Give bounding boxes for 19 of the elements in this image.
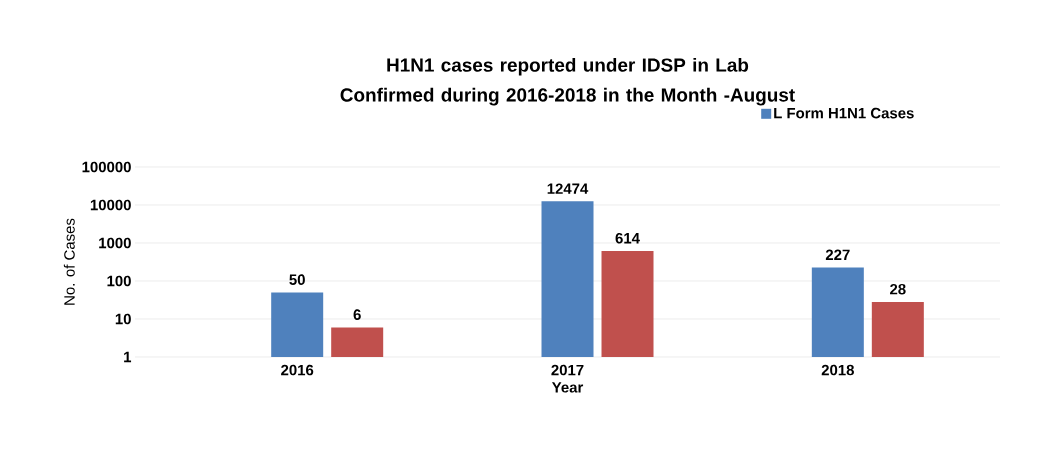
data-label: 6 bbox=[353, 309, 361, 320]
x-tick-label: 2018 bbox=[821, 364, 854, 376]
y-tick-label: 100000 bbox=[82, 161, 131, 173]
x-axis-title: Year bbox=[551, 382, 584, 393]
data-label: 614 bbox=[615, 232, 640, 244]
x-tick-label: 2016 bbox=[281, 364, 314, 376]
data-label: 12474 bbox=[547, 183, 589, 194]
data-label: 227 bbox=[825, 249, 850, 260]
y-axis-title: No. of Cases bbox=[63, 218, 75, 305]
y-tick-label: 1 bbox=[124, 351, 132, 363]
y-tick-label: 1000 bbox=[99, 237, 131, 249]
data-label: 50 bbox=[289, 274, 305, 285]
y-tick-label: 10000 bbox=[90, 199, 131, 211]
x-tick-label: 2017 bbox=[551, 364, 584, 376]
y-tick-label: 10 bbox=[115, 313, 131, 325]
y-tick-label: 100 bbox=[107, 275, 131, 287]
data-label: 28 bbox=[890, 283, 906, 295]
chart-title: H1N1 cases reported under IDSP in Lab Confirmed during 2016-2018 in the Month -August bbox=[340, 57, 795, 106]
legend-label: L Form H1N1 Cases bbox=[774, 107, 914, 119]
